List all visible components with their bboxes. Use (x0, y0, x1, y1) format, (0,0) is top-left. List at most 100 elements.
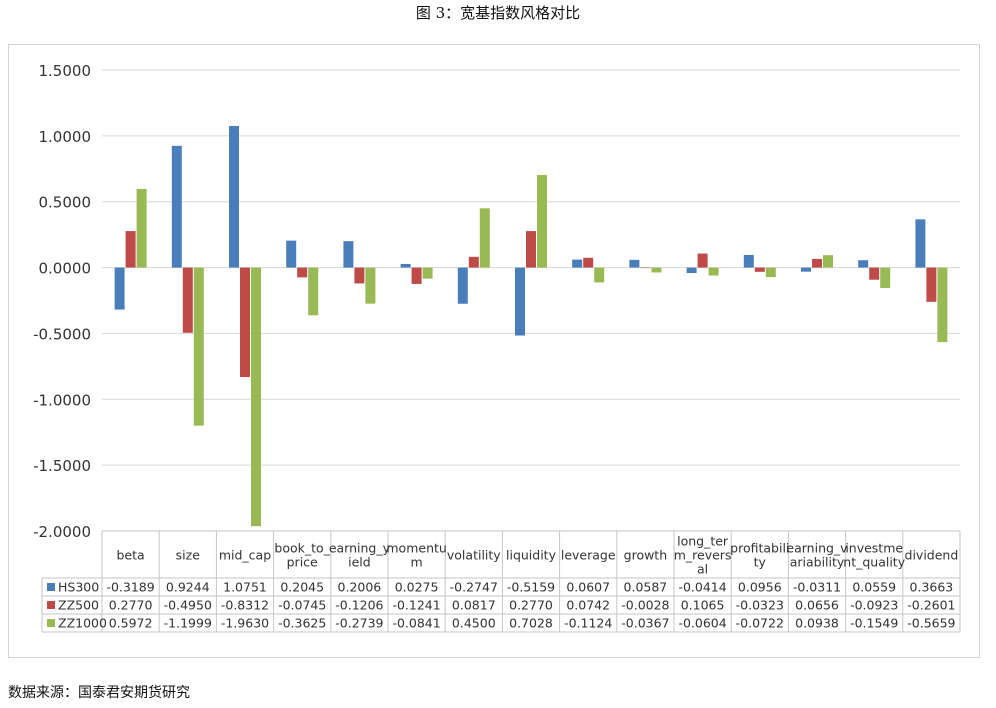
data-label: -0.1549 (850, 616, 898, 631)
y-tick-label: -1.0000 (33, 391, 91, 409)
category-label: earning_y ield (329, 541, 391, 570)
data-label: 0.7028 (509, 616, 553, 631)
data-label: -0.0745 (278, 598, 326, 613)
bar-hs300 (858, 260, 869, 268)
bar-zz1000 (594, 267, 605, 283)
data-label: -0.1124 (564, 616, 612, 631)
bar-zz500 (526, 231, 536, 268)
bar-zz500 (354, 267, 365, 284)
legend-label-zz500: ZZ500 (58, 598, 99, 613)
y-tick-label: -0.5000 (33, 325, 91, 343)
legend-key-hs300 (47, 583, 55, 591)
data-label: 0.0938 (795, 616, 839, 631)
bar-zz1000 (823, 255, 833, 268)
bar-hs300 (801, 267, 811, 272)
bar-hs300 (515, 267, 525, 336)
data-label: -0.0604 (678, 616, 726, 631)
data-label: -0.2747 (450, 580, 498, 595)
bar-zz500 (869, 267, 880, 280)
data-label: 0.0656 (795, 598, 839, 613)
data-label: 0.0587 (624, 580, 668, 595)
bar-chart: 1.5000 1.0000 0.5000 0.0000 -0.5000 -1.0000 -1… (33, 62, 961, 633)
bar-zz1000 (880, 267, 891, 288)
data-label: -0.4950 (164, 598, 212, 613)
category-label: earning_v ariability (786, 541, 848, 570)
data-label: -0.8312 (221, 598, 269, 613)
category-label: book_to_ price (274, 541, 330, 570)
bar-zz500 (125, 231, 136, 268)
data-label: 0.0742 (566, 598, 610, 613)
bar-zz1000 (251, 267, 261, 527)
data-label: 0.4500 (452, 616, 496, 631)
bar-zz1000 (422, 267, 433, 279)
data-label: -0.2739 (335, 616, 383, 631)
category-label: mid_cap (219, 548, 271, 563)
data-label: -0.0367 (621, 616, 669, 631)
data-label: 0.2006 (338, 580, 382, 595)
bar-zz500 (182, 267, 193, 333)
bar-zz500 (411, 267, 422, 284)
data-label: 0.2045 (280, 580, 324, 595)
bar-zz1000 (308, 267, 319, 316)
category-label: dividend (905, 548, 959, 563)
bar-hs300 (171, 145, 182, 268)
bar-zz500 (297, 267, 308, 278)
data-label: -0.0841 (392, 616, 440, 631)
data-label: -0.1206 (335, 598, 383, 613)
data-label: 0.3663 (910, 580, 954, 595)
bar-zz500 (697, 253, 708, 268)
bar-zz1000 (708, 267, 719, 276)
legend-label-hs300: HS300 (58, 580, 99, 595)
category-label: size (176, 548, 201, 563)
y-tick-label: 1.5000 (39, 62, 92, 80)
data-label: 0.5972 (109, 616, 153, 631)
bar-hs300 (572, 259, 583, 268)
bar-hs300 (915, 219, 926, 268)
data-label: 0.0817 (452, 598, 496, 613)
bar-zz500 (754, 267, 765, 272)
data-label: -0.1241 (392, 598, 440, 613)
bar-zz500 (240, 267, 250, 378)
bar-hs300 (686, 267, 697, 274)
bar-hs300 (286, 240, 297, 268)
bar-hs300 (743, 254, 754, 268)
bar-zz1000 (479, 208, 490, 268)
source-note: 数据来源：国泰君安期货研究 (8, 685, 190, 701)
data-label: 0.0559 (852, 580, 896, 595)
data-label: -0.0311 (793, 580, 841, 595)
y-tick-label: 0.0000 (39, 260, 92, 278)
legend-key-zz1000 (47, 619, 55, 627)
bar-hs300 (229, 125, 239, 268)
bar-zz500 (583, 257, 594, 268)
category-label: investme nt_quality (843, 541, 905, 570)
y-tick-label: 1.0000 (39, 128, 92, 146)
data-label: -0.5159 (507, 580, 555, 595)
y-axis: 1.5000 1.0000 0.5000 0.0000 -0.5000 -1.0000 -1… (33, 62, 91, 541)
bar-hs300 (400, 263, 411, 268)
data-label: -0.2601 (907, 598, 955, 613)
bar-zz1000 (937, 267, 948, 343)
data-label: -0.0923 (850, 598, 898, 613)
data-label: -0.5659 (907, 616, 955, 631)
category-label: long_ter m_revers al (674, 534, 732, 577)
data-label: 1.0751 (223, 580, 267, 595)
data-label: 0.9244 (166, 580, 210, 595)
data-label: 0.0956 (738, 580, 782, 595)
data-label: 0.2770 (109, 598, 153, 613)
bars (114, 125, 948, 527)
bar-zz500 (468, 256, 479, 268)
bar-zz500 (812, 258, 822, 268)
data-label: -0.0414 (678, 580, 726, 595)
chart-frame: 1.5000 1.0000 0.5000 0.0000 -0.5000 -1.0000 -1… (8, 44, 980, 658)
data-label: -1.1999 (164, 616, 212, 631)
bar-hs300 (343, 241, 354, 268)
data-label: 0.0607 (566, 580, 610, 595)
bar-hs300 (114, 267, 125, 310)
category-label: liquidity (506, 548, 557, 563)
y-tick-label: -2.0000 (33, 523, 91, 541)
data-label: -0.3625 (278, 616, 326, 631)
data-label: -0.3189 (106, 580, 154, 595)
y-tick-label: -1.5000 (33, 457, 91, 475)
category-label: leverage (561, 548, 616, 563)
